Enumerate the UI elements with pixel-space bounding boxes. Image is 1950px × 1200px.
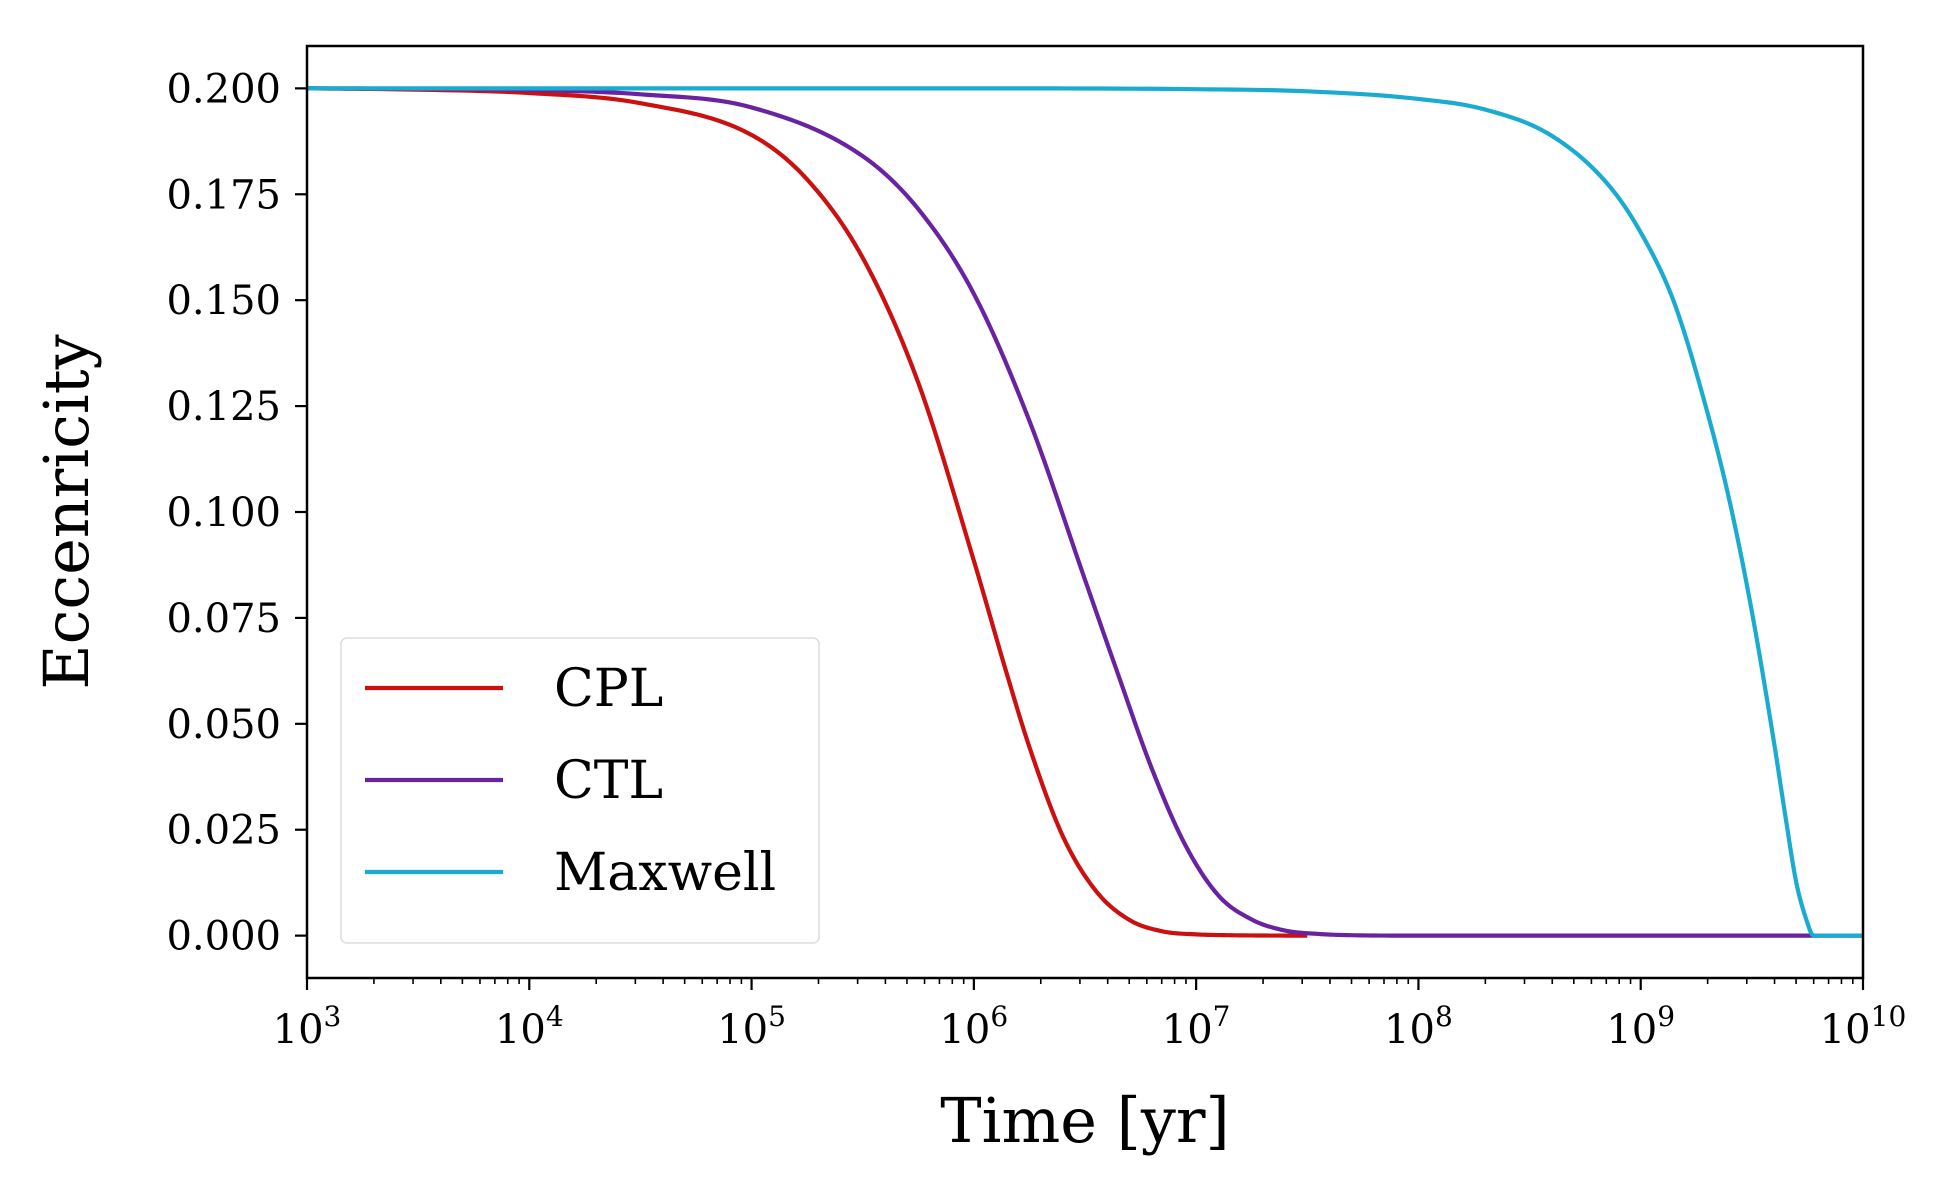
- x-tick-label-5: 108: [1384, 1000, 1453, 1053]
- y-tick-label-6: 0.150: [166, 278, 281, 324]
- y-tick-label-2: 0.050: [166, 702, 281, 748]
- series-line-cpl: [306, 86, 1308, 938]
- series-layer: [306, 86, 1863, 938]
- y-tick-label-5: 0.125: [166, 384, 281, 430]
- x-tick-label-0: 103: [273, 1000, 342, 1053]
- tick-layer: 103 104 105 106 107 108 109 1010 0.000 0.025 0.050…: [166, 66, 1906, 1053]
- x-tick-label-4: 107: [1162, 1000, 1231, 1053]
- y-tick-label-4: 0.100: [166, 490, 281, 536]
- y-tick-label-3: 0.075: [166, 596, 281, 642]
- y-tick-label-8: 0.200: [166, 66, 281, 112]
- x-tick-label-6: 109: [1606, 1000, 1675, 1053]
- x-tick-label-7: 1010: [1820, 1000, 1907, 1053]
- y-tick-label-1: 0.025: [166, 808, 281, 854]
- legend-label-maxwell: Maxwell: [554, 843, 776, 903]
- x-tick-label-2: 105: [717, 1000, 786, 1053]
- y-tick-label-0: 0.000: [166, 914, 281, 960]
- y-axis-title: Eccenricity: [30, 334, 103, 689]
- legend-label-cpl: CPL: [554, 659, 663, 719]
- plot-frame: [305, 44, 1865, 980]
- x-tick-label-3: 106: [939, 1000, 1008, 1053]
- legend-box: [340, 637, 820, 944]
- legend-label-ctl: CTL: [554, 751, 663, 811]
- legend: CPL CTL Maxwell: [340, 637, 820, 944]
- y-tick-label-7: 0.175: [166, 172, 281, 218]
- x-axis-title: Time [yr]: [940, 1084, 1229, 1157]
- x-tick-label-1: 104: [495, 1000, 564, 1053]
- series-line-maxwell: [307, 86, 1863, 938]
- series-line-ctl: [306, 86, 1863, 938]
